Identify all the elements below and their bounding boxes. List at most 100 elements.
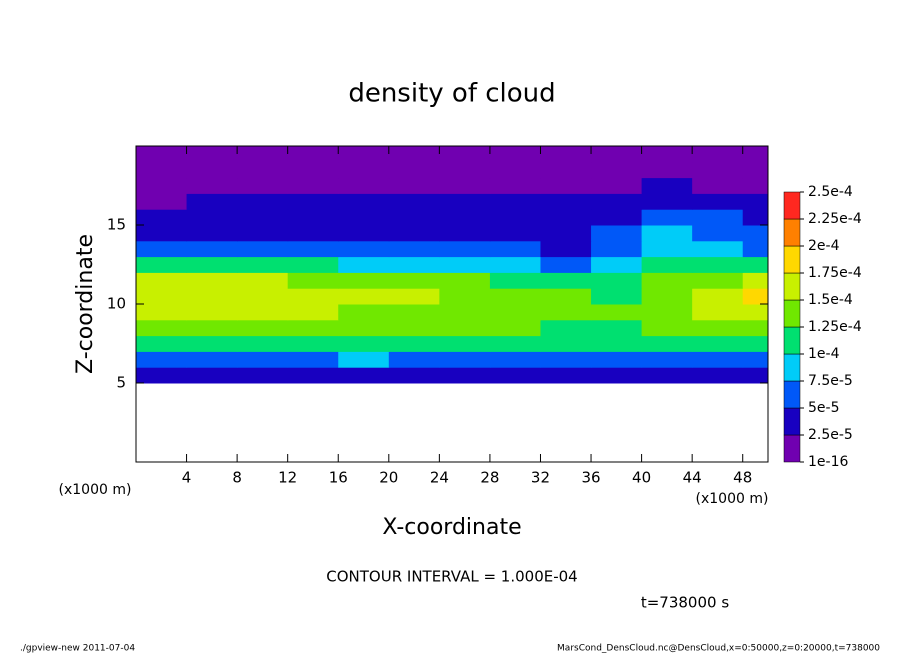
field-cell <box>742 319 768 337</box>
field-cell <box>489 256 541 273</box>
field-cell <box>591 256 643 273</box>
field-cell <box>692 193 744 210</box>
field-cell <box>641 146 693 163</box>
colorbar-label: 2e-4 <box>808 238 840 254</box>
field-cell <box>439 225 491 242</box>
field-cell <box>692 367 744 384</box>
field-cell <box>742 304 768 321</box>
field-cell <box>237 225 289 242</box>
x-tick-label: 28 <box>480 469 499 487</box>
field-cell <box>540 256 592 273</box>
field-cell <box>540 161 592 179</box>
field-cell <box>237 240 289 258</box>
colorbar-swatch <box>783 380 801 409</box>
field-cell <box>136 335 188 352</box>
field-cell <box>439 256 491 273</box>
field-cell <box>186 146 238 163</box>
field-cell <box>186 177 238 194</box>
colorbar-swatch <box>783 353 801 382</box>
field-cell <box>591 351 643 368</box>
field-cell <box>136 367 188 384</box>
field-cell <box>388 193 440 210</box>
field-cell <box>338 209 390 226</box>
field-cell <box>641 272 693 289</box>
field-cell <box>287 351 339 368</box>
x-tick-label: 20 <box>379 469 398 487</box>
field-cell <box>692 161 744 179</box>
field-cell <box>742 146 768 163</box>
field-cell <box>338 161 390 179</box>
field-cell <box>388 209 440 226</box>
field-cell <box>237 161 289 179</box>
y-axis-label: Z-coordinate <box>73 234 98 374</box>
field-cell <box>388 177 440 194</box>
field-cell <box>489 319 541 337</box>
x-tick-label: 16 <box>329 469 348 487</box>
colorbar-label: 1.5e-4 <box>808 292 853 308</box>
field-cell <box>641 225 693 242</box>
x-tick-label: 32 <box>531 469 550 487</box>
colorbar-swatch <box>783 191 801 220</box>
field-cell <box>287 335 339 352</box>
field-cell <box>186 319 238 337</box>
field-cell <box>540 225 592 242</box>
field-cell <box>489 146 541 163</box>
field-cell <box>136 319 188 337</box>
field-cell <box>742 335 768 352</box>
field-cell <box>692 335 744 352</box>
x-tick-label: 44 <box>683 469 702 487</box>
field-cell <box>591 240 643 258</box>
field-cell <box>388 304 440 321</box>
field-cell <box>641 304 693 321</box>
field-cell <box>591 304 643 321</box>
field-cell <box>186 304 238 321</box>
field-cell <box>692 351 744 368</box>
colorbar-swatch <box>783 272 801 301</box>
field-cell <box>186 351 238 368</box>
colorbar-label: 1e-4 <box>808 346 840 362</box>
x-tick-label: 8 <box>232 469 242 487</box>
field-cell <box>742 288 768 305</box>
field-cell <box>540 146 592 163</box>
field-cell <box>237 177 289 194</box>
field-cell <box>540 272 592 289</box>
x-unit-left: (x1000 m) <box>59 482 132 498</box>
field-cell <box>388 225 440 242</box>
colorbar-label: 5e-5 <box>808 400 839 416</box>
field-cell <box>338 319 390 337</box>
field-cell <box>388 319 440 337</box>
field-cell <box>388 161 440 179</box>
field-cell <box>338 256 390 273</box>
field <box>136 146 768 384</box>
field-cell <box>186 225 238 242</box>
field-cell <box>136 240 188 258</box>
field-cell <box>338 225 390 242</box>
field-cell <box>742 367 768 384</box>
field-cell <box>591 146 643 163</box>
field-cell <box>641 367 693 384</box>
y-tick-label: 15 <box>107 216 126 234</box>
field-cell <box>237 335 289 352</box>
field-cell <box>489 272 541 289</box>
colorbar-swatch <box>783 326 801 355</box>
field-cell <box>489 304 541 321</box>
field-cell <box>641 319 693 337</box>
field-cell <box>237 288 289 305</box>
field-cell <box>388 367 440 384</box>
field-cell <box>439 209 491 226</box>
field-cell <box>742 225 768 242</box>
field-cell <box>540 193 592 210</box>
field-cell <box>388 335 440 352</box>
field-cell <box>287 209 339 226</box>
field-cell <box>591 177 643 194</box>
field-cell <box>540 367 592 384</box>
field-cell <box>591 161 643 179</box>
field-cell <box>742 209 768 226</box>
field-cell <box>439 193 491 210</box>
field-cell <box>489 193 541 210</box>
field-cell <box>388 240 440 258</box>
colorbar-swatch <box>783 299 801 328</box>
field-cell <box>186 161 238 179</box>
field-cell <box>136 209 188 226</box>
